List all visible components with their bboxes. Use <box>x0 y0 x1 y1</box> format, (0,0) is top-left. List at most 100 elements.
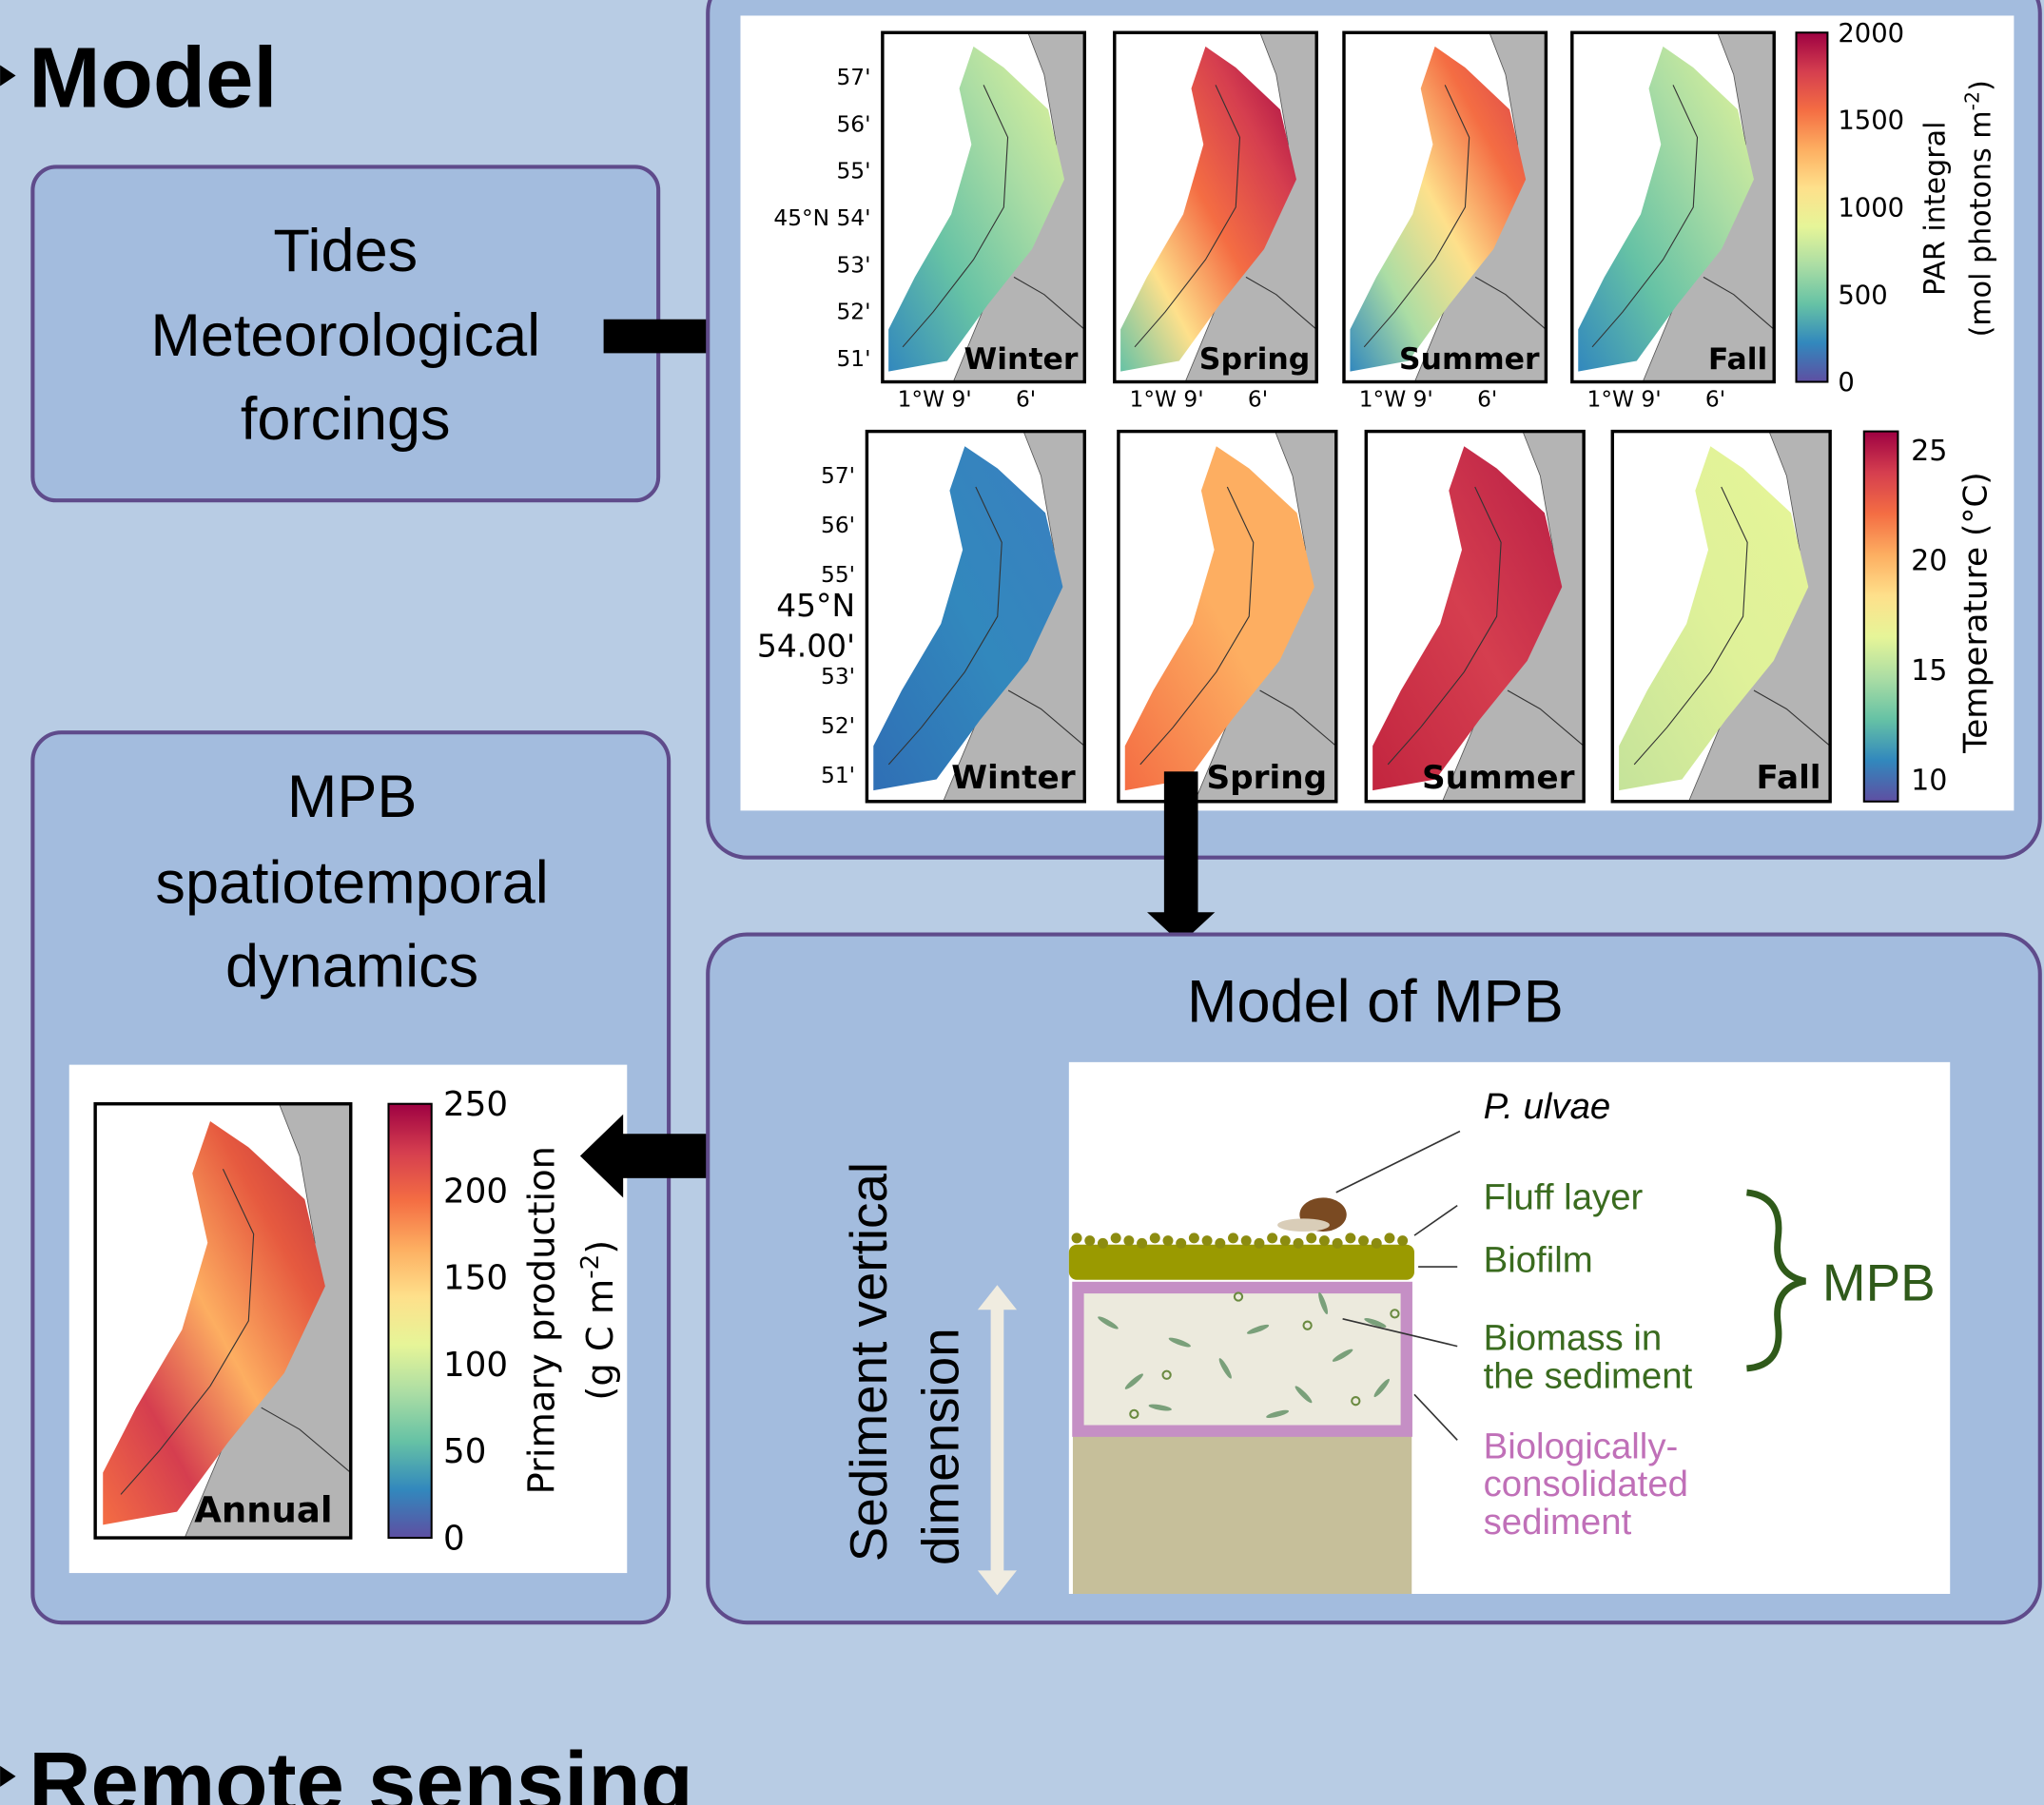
colorbar <box>388 1104 431 1538</box>
colorbar-tick: 1500 <box>1838 107 1904 136</box>
season-label: Summer <box>1422 759 1575 797</box>
colorbar-label: Temperature (°C) <box>1957 472 1995 754</box>
fluff-particle <box>1397 1235 1408 1246</box>
fluff-particle <box>1384 1232 1394 1243</box>
colorbar-label: PAR integral <box>1919 122 1953 297</box>
season-label: Spring <box>1199 342 1311 377</box>
temperature-map <box>866 432 1084 802</box>
par-map <box>1344 32 1546 381</box>
season-label: Summer <box>1399 342 1540 377</box>
lat-tick: 45°N 54' <box>773 205 870 231</box>
colorbar-tick: 100 <box>443 1346 508 1385</box>
unit: (mol photons m <box>1965 110 1998 337</box>
map-label: Annual <box>194 1490 332 1531</box>
fluff-particle <box>1137 1238 1147 1249</box>
fluff-particle <box>1333 1238 1343 1249</box>
colorbar-tick: 0 <box>443 1519 465 1558</box>
colorbar-label: (mol photons m-2) <box>1960 80 1997 337</box>
fluff-particle <box>1294 1238 1304 1249</box>
layer-label: the sediment <box>1484 1355 1693 1396</box>
fluff-particle <box>1358 1235 1369 1246</box>
fluff-particle <box>1189 1232 1199 1243</box>
fluff-particle <box>1345 1232 1355 1243</box>
fluff-particle <box>1123 1235 1134 1246</box>
lat-tick: 55' <box>837 159 871 184</box>
fluff-particle <box>1241 1235 1252 1246</box>
section-heading: Remote sensing <box>29 1735 693 1805</box>
layer-label: sediment <box>1484 1502 1632 1543</box>
section-heading: Model <box>29 29 277 126</box>
unit: ) <box>1965 80 1998 91</box>
lon-tick: 1°W 9' <box>898 387 972 413</box>
lat-tick: 51' <box>821 763 855 788</box>
lat-tick: 53' <box>821 664 855 689</box>
box-text: Tides <box>273 218 418 284</box>
fluff-particle <box>1150 1232 1160 1243</box>
layer-label: Biomass in <box>1484 1318 1663 1359</box>
colorbar <box>1864 432 1898 802</box>
fluff-particle <box>1267 1232 1277 1243</box>
lat-tick: 52' <box>837 300 871 325</box>
axis-label: Sediment vertical <box>839 1162 898 1562</box>
season-label: Winter <box>964 342 1078 377</box>
season-label: Fall <box>1757 759 1821 797</box>
fluff-particle <box>1215 1238 1225 1249</box>
axis-shaft <box>991 1303 1004 1577</box>
lon-tick: 1°W 9' <box>1130 387 1204 413</box>
colorbar-tick: 25 <box>1911 435 1947 468</box>
lat-tick: 51' <box>837 346 871 372</box>
lat-tick: 55' <box>821 562 855 588</box>
temperature-map <box>1612 432 1830 802</box>
lat-tick: 53' <box>837 252 871 278</box>
unit: ) <box>579 1240 622 1254</box>
snail-body <box>1277 1218 1330 1232</box>
lat-tick: 52' <box>821 713 855 739</box>
box-text: forcings <box>241 386 451 453</box>
biofilm-layer <box>1069 1245 1414 1280</box>
layer-label: Biologically- <box>1484 1426 1679 1466</box>
lat-tick: 57' <box>821 463 855 489</box>
lon-tick: 6' <box>1016 387 1036 413</box>
lat-tick: 45°N <box>776 587 855 624</box>
consolidated-layer <box>1078 1288 1406 1431</box>
layer-label: Fluff layer <box>1484 1177 1644 1218</box>
colorbar <box>1797 32 1828 381</box>
axis-label: dimension <box>910 1328 969 1565</box>
box-text: Meteorological <box>150 302 540 369</box>
fluff-particle <box>1319 1235 1330 1246</box>
fluff-particle <box>1306 1232 1316 1243</box>
fluff-particle <box>1111 1232 1121 1243</box>
fluff-particle <box>1280 1235 1291 1246</box>
season-label: Winter <box>951 759 1076 797</box>
box-text: spatiotemporal <box>155 850 548 917</box>
unit: (g C m <box>579 1279 622 1401</box>
temperature-map <box>1119 432 1336 802</box>
fluff-particle <box>1228 1232 1238 1243</box>
lat-tick: 54.00' <box>757 628 855 665</box>
annual-map <box>95 1104 351 1538</box>
lon-tick: 6' <box>1477 387 1497 413</box>
colorbar-tick: 2000 <box>1838 19 1904 49</box>
box-text: MPB <box>287 764 418 830</box>
lat-tick: 56' <box>821 513 855 538</box>
par-map <box>1115 32 1316 381</box>
deep-sediment <box>1073 1433 1411 1594</box>
colorbar-tick: 500 <box>1838 281 1887 310</box>
lon-tick: 1°W 9' <box>1587 387 1662 413</box>
colorbar-tick: 1000 <box>1838 193 1904 223</box>
colorbar-tick: 150 <box>443 1259 508 1298</box>
diagram: Model Remote sensing Tides Meteorological fo… <box>0 0 2044 1805</box>
fluff-particle <box>1163 1235 1174 1246</box>
box-text: dynamics <box>225 933 478 1000</box>
superscript: -2 <box>1960 91 1983 111</box>
superscript: -2 <box>576 1254 605 1279</box>
fluff-particle <box>1084 1235 1095 1246</box>
fluff-particle <box>1072 1232 1082 1243</box>
colorbar-tick: 15 <box>1911 654 1947 688</box>
par-map <box>883 32 1084 381</box>
temperature-map <box>1366 432 1584 802</box>
layer-label: P. ulvae <box>1484 1086 1611 1127</box>
box-title: Model of MPB <box>1187 968 1564 1035</box>
fluff-particle <box>1202 1235 1213 1246</box>
lon-tick: 6' <box>1248 387 1268 413</box>
